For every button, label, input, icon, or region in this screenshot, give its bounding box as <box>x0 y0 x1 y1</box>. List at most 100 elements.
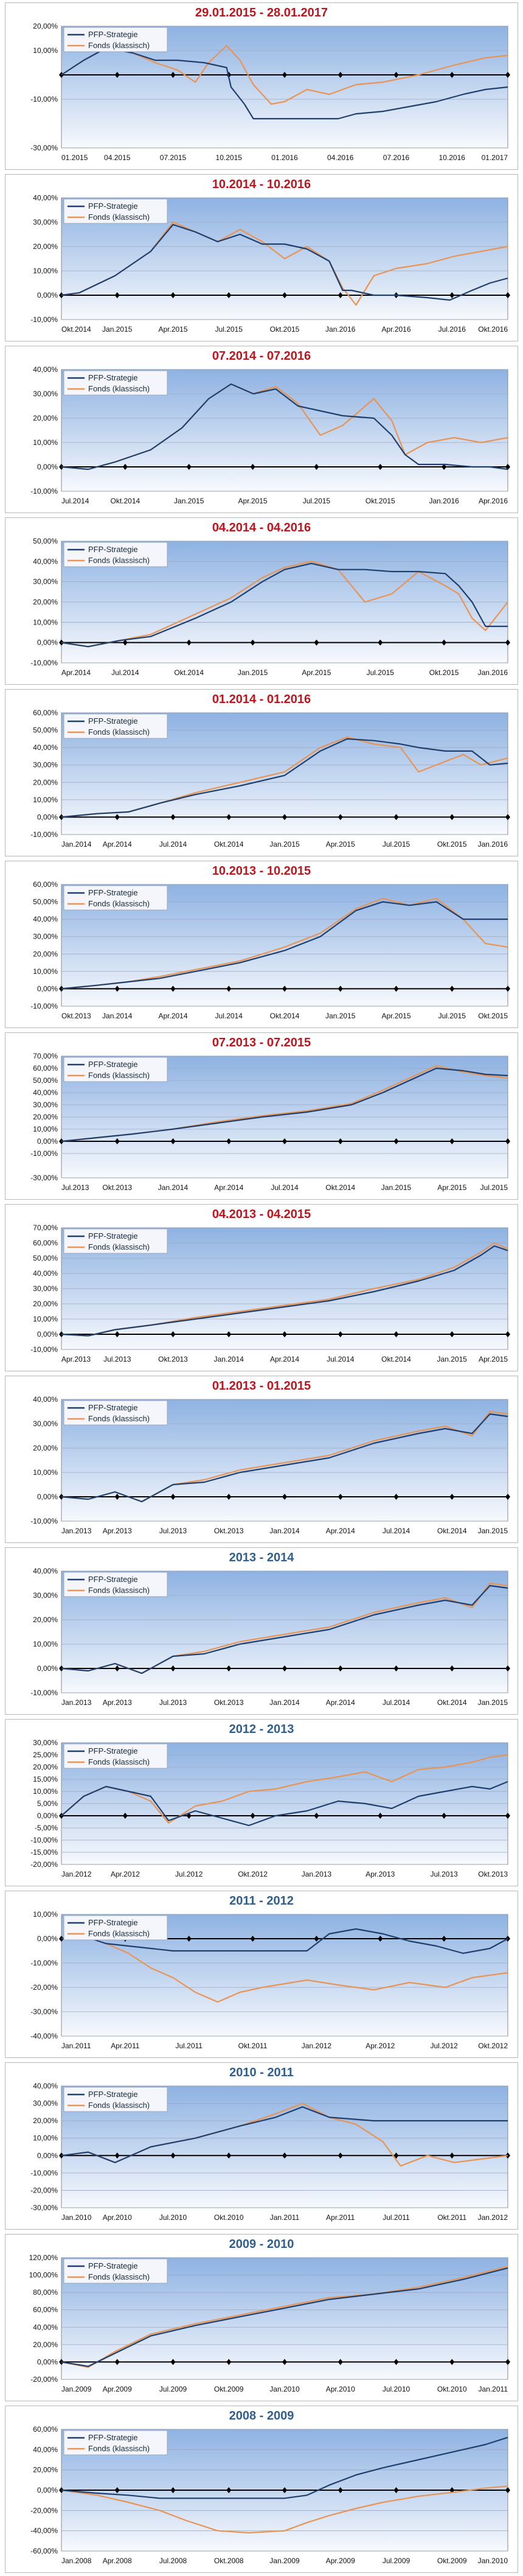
axis-marker <box>114 814 120 821</box>
axis-marker <box>282 814 287 821</box>
axis-marker <box>393 2152 399 2159</box>
axis-marker <box>505 985 510 992</box>
axis-marker <box>442 639 447 646</box>
x-tick-label: Apr.2009 <box>326 2557 355 2565</box>
axis-marker <box>226 1494 232 1500</box>
y-tick-label: 0,00% <box>37 639 58 647</box>
x-tick-label: Okt.2014 <box>61 325 91 334</box>
axis-marker <box>170 2359 176 2365</box>
axis-marker <box>226 292 232 298</box>
x-tick-label: Apr.2014 <box>326 1527 355 1535</box>
axis-marker <box>114 2487 120 2493</box>
chart-title: 07.2013 - 07.2015 <box>212 1036 311 1049</box>
y-tick-label: 20,00% <box>33 242 58 251</box>
x-tick-label: Okt.2014 <box>174 668 204 677</box>
axis-marker <box>226 2152 232 2159</box>
x-tick-label: Jul.2015 <box>367 668 395 677</box>
x-tick-label: Jan.2015 <box>174 497 204 505</box>
axis-marker <box>282 2359 287 2365</box>
y-tick-label: 10,00% <box>33 267 58 275</box>
x-tick-label: Jan.2016 <box>478 668 508 677</box>
axis-marker <box>282 2152 287 2159</box>
chart-panel: 2012 - 2013 -20,00% -15,00% -10,00% -5,00% 0,… <box>5 1719 518 1886</box>
y-tick-label: 0,00% <box>37 2151 58 2160</box>
y-tick-label: 70,00% <box>33 1052 58 1060</box>
x-tick-label: Apr.2014 <box>158 1012 187 1020</box>
x-tick-label: Okt.2013 <box>214 1527 244 1535</box>
x-tick-label: Jan.2012 <box>478 2213 508 2222</box>
axis-marker <box>59 639 64 646</box>
y-tick-label: 30,00% <box>33 1738 58 1747</box>
legend-label-pfp: PFP-Strategie <box>88 2090 138 2099</box>
x-tick-label: Jan.2016 <box>429 497 459 505</box>
x-tick-label: Jan.2015 <box>269 840 300 849</box>
axis-marker <box>114 1665 120 1671</box>
axis-marker <box>505 2152 510 2159</box>
y-tick-label: -10,00% <box>30 1345 58 1354</box>
axis-marker <box>338 2487 343 2493</box>
axis-marker <box>393 1138 399 1144</box>
legend-label-pfp: PFP-Strategie <box>88 30 138 39</box>
axis-marker <box>449 292 455 298</box>
x-tick-label: 10.2015 <box>216 153 243 162</box>
axis-marker <box>122 464 128 470</box>
legend: PFP-Strategie Fonds (klassisch) <box>63 2258 168 2284</box>
axis-marker <box>170 985 176 992</box>
x-tick-label: Jul.2013 <box>159 1698 187 1707</box>
series-line-pfp <box>61 2267 508 2367</box>
x-tick-label: Apr.2015 <box>479 1355 508 1363</box>
chart-title: 07.2014 - 07.2016 <box>212 349 311 363</box>
axis-marker <box>226 1331 232 1337</box>
y-tick-label: 20,00% <box>33 22 58 30</box>
y-tick-label: 20,00% <box>33 598 58 606</box>
y-tick-label: 40,00% <box>33 1567 58 1575</box>
y-tick-label: -30,00% <box>30 144 58 152</box>
x-tick-label: Jan.2015 <box>325 1012 356 1020</box>
x-tick-label: Jul.2014 <box>159 840 187 849</box>
x-tick-label: Apr.2015 <box>238 497 268 505</box>
series-line-pfp <box>61 901 508 990</box>
axis-marker <box>314 639 319 646</box>
x-tick-label: Jan.2015 <box>478 1698 508 1707</box>
axis-marker <box>393 1494 399 1500</box>
y-tick-label: 25,00% <box>33 1751 58 1759</box>
legend-label-fonds: Fonds (klassisch) <box>88 2101 150 2110</box>
axis-marker <box>226 1665 232 1671</box>
axis-marker <box>378 639 383 646</box>
x-tick-label: Okt.2015 <box>365 497 395 505</box>
x-tick-label: Jul.2014 <box>383 1698 410 1707</box>
x-tick-label: Okt.2015 <box>270 325 300 334</box>
x-tick-label: Jan.2010 <box>269 2385 300 2393</box>
series-line-pfp <box>61 562 508 648</box>
x-tick-label: Okt.2014 <box>437 1527 467 1535</box>
x-tick-label: Okt.2015 <box>478 1012 508 1020</box>
y-tick-label: 0,00% <box>37 2357 58 2366</box>
x-tick-label: Jul.2015 <box>303 497 331 505</box>
chart-title: 04.2014 - 04.2016 <box>212 521 311 534</box>
legend-label-fonds: Fonds (klassisch) <box>88 384 150 393</box>
axis-marker <box>449 1138 455 1144</box>
y-tick-label: -10,00% <box>30 1002 58 1010</box>
x-tick-label: Okt.2014 <box>381 1355 411 1363</box>
legend-label-fonds: Fonds (klassisch) <box>88 556 150 565</box>
y-tick-label: -10,00% <box>30 1959 58 1967</box>
axis-marker <box>282 1331 287 1337</box>
axis-marker <box>314 1936 319 1942</box>
legend-label-fonds: Fonds (klassisch) <box>88 212 150 222</box>
axis-marker <box>170 814 176 821</box>
x-tick-label: Apr.2010 <box>103 2213 132 2222</box>
axis-marker <box>282 2487 287 2493</box>
x-tick-label: Okt.2013 <box>61 1012 91 1020</box>
series-line-pfp <box>61 383 508 471</box>
axis-marker <box>378 1936 383 1942</box>
y-tick-label: 10,00% <box>33 1468 58 1477</box>
y-tick-label: 20,00% <box>33 2466 58 2474</box>
axis-marker <box>282 1494 287 1500</box>
y-tick-label: -60,00% <box>30 2547 58 2555</box>
y-tick-label: 40,00% <box>33 1395 58 1404</box>
y-tick-label: 5,00% <box>37 1799 58 1808</box>
x-tick-label: Jul.2015 <box>438 1012 466 1020</box>
x-tick-label: 01.2016 <box>271 153 298 162</box>
y-tick-label: 40,00% <box>33 1088 58 1097</box>
y-tick-label: 15,00% <box>33 1775 58 1783</box>
